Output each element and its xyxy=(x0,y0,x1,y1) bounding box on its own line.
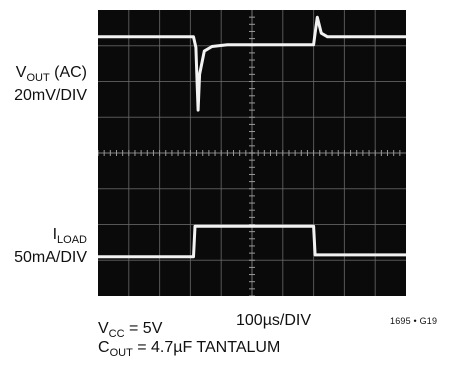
cond1-sub: CC xyxy=(108,328,125,340)
cond2-sub: OUT xyxy=(109,347,133,359)
scope-screen xyxy=(98,10,406,296)
figure-id: 1695 • G19 xyxy=(390,316,438,326)
ch2-name-main: I xyxy=(52,226,58,243)
cond2-main: C xyxy=(98,339,110,356)
ch1-scale: 20mV/DIV xyxy=(14,87,87,104)
ch2-scale: 50mA/DIV xyxy=(14,249,87,266)
ch2-name: ILOAD xyxy=(52,226,87,246)
cond1-main: V xyxy=(98,320,109,337)
ch1-name-suffix: (AC) xyxy=(49,64,87,81)
ch2-label: ILOAD 50mA/DIV xyxy=(14,226,87,267)
condition-vcc: VCC = 5V xyxy=(98,320,162,343)
trace-iload xyxy=(98,224,406,259)
scope-traces xyxy=(98,15,406,259)
ch1-name-main: V xyxy=(15,64,27,81)
cond1-rest: = 5V xyxy=(124,320,163,337)
ch1-label: VOUT (AC) 20mV/DIV xyxy=(14,64,87,105)
trace-vout xyxy=(98,15,406,112)
time-scale-label: 100µs/DIV xyxy=(236,312,312,329)
ch1-name-sub: OUT xyxy=(26,72,50,84)
ch2-name-sub: LOAD xyxy=(57,234,87,246)
cond2-rest: = 4.7µF TANTALUM xyxy=(132,339,281,356)
ch1-name: VOUT (AC) xyxy=(15,64,87,84)
condition-cout: COUT = 4.7µF TANTALUM xyxy=(98,339,280,362)
